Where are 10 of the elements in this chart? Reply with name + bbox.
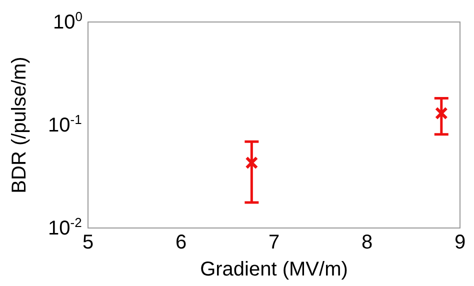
y-tick-label: 10$^{-1}$ <box>48 111 82 137</box>
x-tick-label: 6 <box>175 232 187 254</box>
y-axis-title: BDR (/pulse/m) <box>8 56 31 194</box>
y-tick-label: 10$^{-2}$ <box>48 214 82 240</box>
x-tick-label: 9 <box>454 232 466 254</box>
x-tick-label: 5 <box>82 232 94 254</box>
x-axis-title: Gradient (MV/m) <box>200 258 348 281</box>
y-tick-label: 10$^{0}$ <box>53 8 82 34</box>
x-tick-label: 7 <box>268 232 280 254</box>
x-tick-label: 8 <box>361 232 373 254</box>
